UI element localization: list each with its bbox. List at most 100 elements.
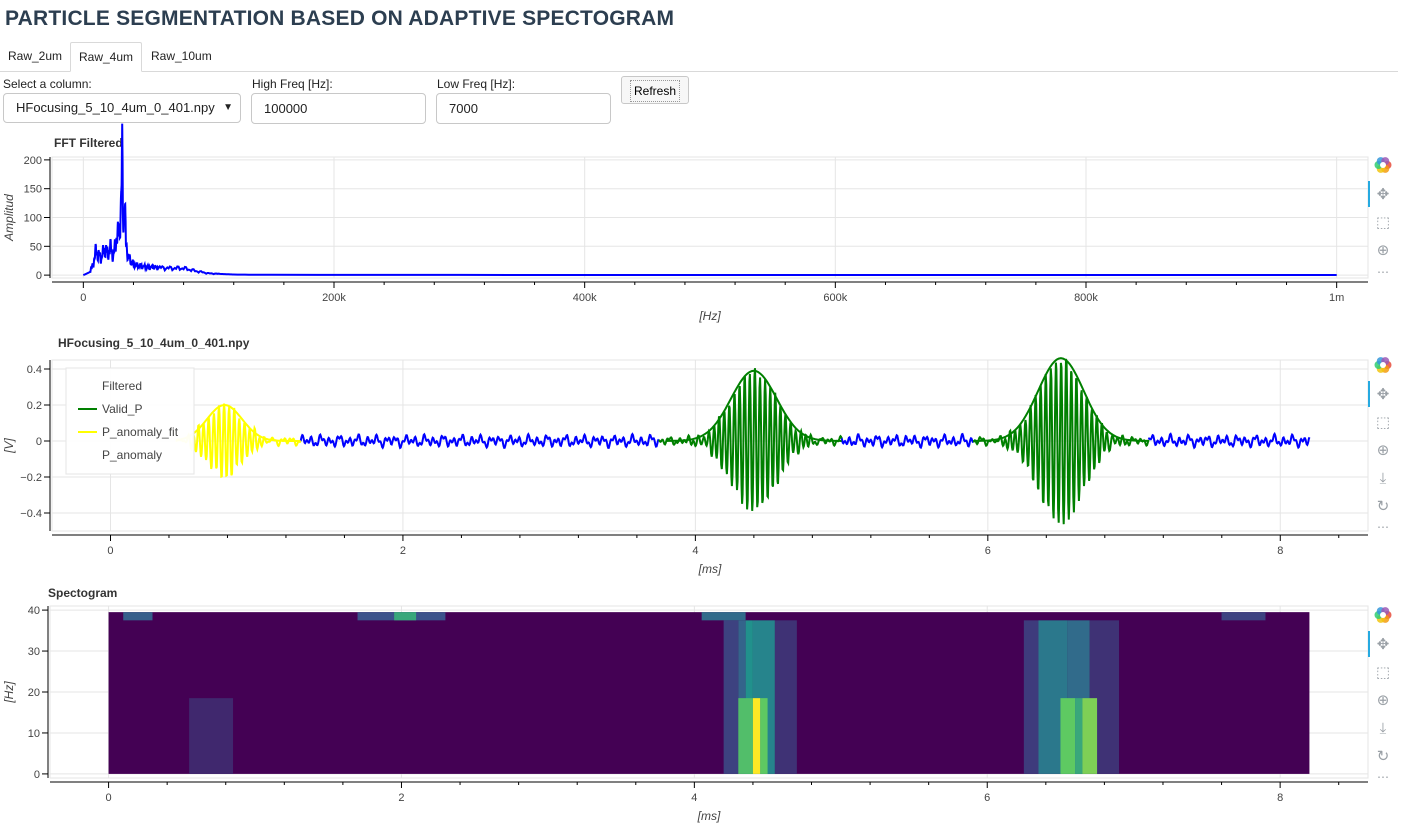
spectogram-cell	[1075, 698, 1083, 774]
legend-item-label: Filtered	[102, 379, 142, 393]
active-tool-indicator	[1368, 381, 1370, 407]
more-icon[interactable]: ⋯	[1377, 770, 1389, 784]
y-tick-label: −0.2	[20, 472, 42, 484]
spectogram-cell	[723, 620, 739, 774]
low-freq-label: Low Freq [Hz]:	[437, 77, 516, 91]
wheel-zoom-icon[interactable]: ⊕	[1377, 241, 1390, 259]
plot-title: FFT Filtered	[54, 136, 123, 150]
chevron-down-icon: ▼	[223, 102, 233, 113]
low-freq-input[interactable]	[436, 93, 611, 124]
wheel-zoom-icon[interactable]: ⊕	[1377, 441, 1390, 459]
box-zoom-icon[interactable]: ⬚	[1376, 413, 1390, 431]
x-tick-label: 6	[984, 792, 990, 804]
spectogram-cell	[123, 612, 153, 621]
spectogram-cell	[1221, 612, 1266, 621]
box-zoom-icon[interactable]: ⬚	[1376, 213, 1390, 231]
spectogram-cell	[760, 698, 768, 774]
spectogram-cell	[1023, 620, 1039, 774]
tab-bar: Raw_2um Raw_4um Raw_10um	[0, 41, 1398, 72]
save-icon[interactable]: ⤓	[1380, 719, 1387, 737]
box-zoom-icon[interactable]: ⬚	[1376, 663, 1390, 681]
active-tool-indicator	[1368, 181, 1370, 207]
tab-raw-2um[interactable]: Raw_2um	[8, 49, 63, 63]
y-tick-label: 0.2	[27, 400, 42, 412]
x-tick-label: 2	[398, 792, 404, 804]
filtered-line	[299, 432, 660, 450]
y-tick-label: 0	[36, 436, 42, 448]
x-tick-label: 0	[80, 292, 86, 304]
spectogram-cell	[738, 620, 746, 774]
fft-filtered-plot[interactable]: 0 200k 400k 600k 800k 1m 0 50 100 150 200 [Hz] Ampli…	[0, 123, 1412, 330]
more-icon[interactable]: ⋯	[1377, 520, 1389, 534]
x-tick-label: 200k	[322, 292, 346, 304]
spectogram-cell	[394, 612, 417, 621]
x-tick-label: 4	[691, 792, 697, 804]
spectogram-cell	[774, 620, 797, 774]
spectogram-background	[108, 612, 1310, 774]
x-tick-label: 8	[1277, 792, 1283, 804]
x-tick-label: 400k	[573, 292, 597, 304]
tab-raw-4um[interactable]: Raw_4um	[70, 42, 143, 72]
spectogram-cell	[745, 620, 753, 774]
spectogram-cell	[189, 698, 234, 774]
x-tick-label: 2	[400, 545, 406, 557]
legend-box	[65, 367, 195, 475]
column-select[interactable]: HFocusing_5_10_4um_0_401.npy ▼	[3, 93, 241, 123]
valid-p-fit-curve	[666, 369, 842, 442]
high-freq-input[interactable]	[251, 93, 426, 124]
bokeh-logo-icon[interactable]	[1374, 607, 1392, 623]
column-select-label: Select a column:	[3, 77, 92, 91]
x-tick-label: 600k	[823, 292, 847, 304]
y-tick-label: 0.4	[27, 364, 42, 376]
spectogram-cell	[701, 612, 746, 621]
x-tick-label: 8	[1277, 545, 1283, 557]
y-tick-label: −0.4	[20, 508, 42, 520]
spectogram-cell	[1060, 698, 1076, 774]
bokeh-logo-icon[interactable]	[1374, 157, 1392, 173]
y-tick-label: 30	[28, 646, 40, 658]
valid-p-line	[658, 368, 843, 511]
x-tick-label: 800k	[1074, 292, 1098, 304]
y-tick-label: 0	[36, 270, 42, 282]
spectogram-cell	[738, 698, 753, 774]
bokeh-logo-icon[interactable]	[1374, 357, 1392, 373]
reset-icon[interactable]: ↻	[1377, 497, 1390, 515]
spectogram-cell	[752, 698, 761, 774]
active-tool-indicator	[1368, 631, 1370, 657]
spectogram-plot[interactable]: 0 2 4 6 8 0 10 20 30 40 [ms] [Hz] Spectogram ✥ ⬚ ⊕ ⤓ ↻ ⋯	[0, 580, 1412, 835]
pan-icon[interactable]: ✥	[1377, 635, 1390, 653]
p-anomaly-line	[175, 403, 302, 479]
y-tick-label: 50	[30, 241, 42, 253]
x-tick-label: 1m	[1329, 292, 1344, 304]
x-tick-label: 6	[985, 545, 991, 557]
column-select-value: HFocusing_5_10_4um_0_401.npy	[16, 100, 215, 115]
y-axis-label: [V]	[2, 437, 16, 453]
tab-raw-10um[interactable]: Raw_10um	[151, 49, 212, 63]
signal-plot[interactable]: 0 2 4 6 8 −0.4 −0.2 0 0.2 0.4 [ms] [V] HFocusing_5_1…	[0, 330, 1412, 580]
y-tick-label: 10	[28, 728, 40, 740]
x-axis-label: [Hz]	[698, 309, 721, 323]
page-title: PARTICLE SEGMENTATION BASED ON ADAPTIVE …	[5, 7, 675, 30]
x-tick-label: 0	[107, 545, 113, 557]
legend-item-label: P_anomaly_fit	[102, 425, 179, 439]
filtered-line	[1147, 431, 1311, 450]
x-axis-label: [ms]	[697, 809, 721, 823]
high-freq-label: High Freq [Hz]:	[252, 77, 333, 91]
more-icon[interactable]: ⋯	[1377, 265, 1389, 279]
fft-series-line	[82, 123, 1337, 277]
x-tick-label: 4	[692, 545, 698, 557]
y-tick-label: 200	[24, 155, 42, 167]
y-tick-label: 100	[24, 213, 42, 225]
reset-icon[interactable]: ↻	[1377, 747, 1390, 765]
pan-icon[interactable]: ✥	[1377, 385, 1390, 403]
p-anomaly-fit-curve	[176, 403, 301, 442]
pan-icon[interactable]: ✥	[1377, 185, 1390, 203]
wheel-zoom-icon[interactable]: ⊕	[1377, 691, 1390, 709]
save-icon[interactable]: ⤓	[1380, 469, 1387, 487]
y-tick-label: 40	[28, 605, 40, 617]
filtered-line	[840, 432, 974, 450]
refresh-button[interactable]: Refresh	[621, 76, 689, 104]
legend-item-label: P_anomaly	[102, 448, 162, 462]
y-axis-label: Amplitud	[2, 194, 16, 242]
x-axis-label: [ms]	[698, 562, 722, 576]
